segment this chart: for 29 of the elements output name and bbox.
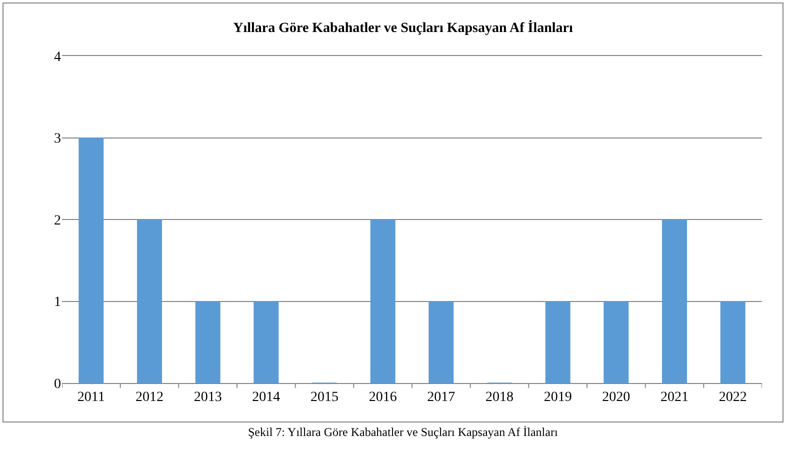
y-tick-label: 4 (54, 50, 61, 65)
bar (195, 301, 220, 383)
x-tick-label: 2015 (310, 390, 338, 405)
bar (370, 219, 396, 383)
bar (78, 138, 104, 383)
x-tick-label: 2019 (544, 390, 572, 405)
chart-title: Yıllara Göre Kabahatler ve Suçları Kapsayan Af İlanları (233, 20, 573, 36)
x-tick-label: 2017 (427, 390, 456, 405)
x-tick-label: 2016 (368, 390, 397, 405)
x-tick-label: 2013 (194, 390, 222, 405)
text: Şekil 7: Yıllara Göre Kabahatler ve Suçları Kapsayan Af İlanları (248, 425, 558, 439)
y-tick-label: 0 (54, 376, 61, 392)
x-tick-label: 2020 (602, 390, 630, 405)
x-tick-label: 2018 (486, 390, 514, 405)
bar (604, 301, 629, 383)
bar (428, 301, 454, 383)
bar (254, 301, 279, 383)
bar (545, 301, 570, 383)
bar (662, 219, 687, 383)
y-tick-label: 3 (54, 132, 61, 147)
x-tick-label: 2022 (718, 390, 747, 405)
bar (720, 301, 746, 383)
y-tick-label: 2 (54, 213, 61, 228)
x-tick-label: 2021 (660, 390, 688, 405)
y-tick-label: 1 (54, 295, 61, 310)
x-tick-label: 2011 (77, 390, 105, 405)
x-tick-label: 2012 (136, 390, 164, 405)
bar (137, 219, 162, 383)
x-tick-label: 2014 (252, 390, 280, 405)
